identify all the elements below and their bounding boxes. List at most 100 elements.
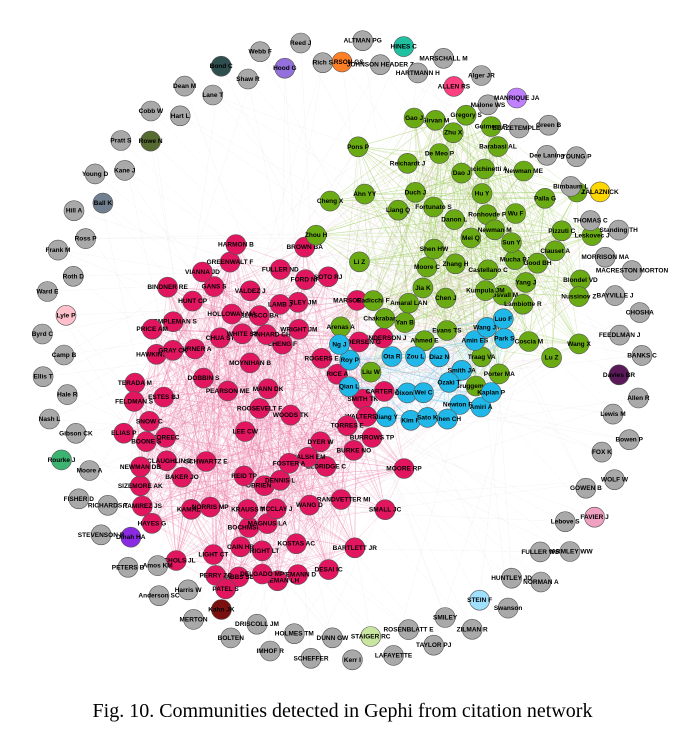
author-node[interactable]: [171, 466, 193, 488]
author-node[interactable]: [434, 607, 456, 628]
author-node[interactable]: [305, 224, 327, 246]
author-node[interactable]: [551, 220, 573, 242]
author-node[interactable]: [594, 246, 616, 268]
author-node[interactable]: [349, 251, 370, 273]
author-node[interactable]: [397, 153, 418, 174]
author-node[interactable]: [423, 196, 444, 218]
author-node[interactable]: [506, 87, 528, 109]
author-node[interactable]: [51, 449, 72, 471]
author-node[interactable]: [414, 330, 435, 352]
author-node[interactable]: [445, 253, 466, 275]
author-node[interactable]: [156, 450, 177, 472]
author-node[interactable]: [591, 441, 613, 463]
author-node[interactable]: [203, 544, 224, 565]
author-node[interactable]: [544, 240, 566, 262]
author-node[interactable]: [228, 566, 249, 588]
author-node[interactable]: [215, 578, 236, 600]
author-node[interactable]: [435, 287, 457, 309]
author-node[interactable]: [425, 110, 446, 131]
author-node[interactable]: [375, 406, 397, 428]
author-node[interactable]: [92, 192, 114, 214]
author-node[interactable]: [274, 57, 296, 79]
author-node[interactable]: [209, 327, 231, 349]
author-node[interactable]: [405, 346, 426, 367]
author-node[interactable]: [288, 318, 310, 340]
author-node[interactable]: [329, 334, 350, 355]
author-node[interactable]: [629, 302, 651, 323]
author-node[interactable]: [269, 469, 291, 491]
author-node[interactable]: [162, 339, 184, 361]
author-node[interactable]: [97, 494, 119, 516]
author-node[interactable]: [471, 183, 493, 204]
author-node[interactable]: [68, 488, 90, 510]
author-node[interactable]: [628, 387, 649, 409]
author-node[interactable]: [471, 65, 492, 86]
author-node[interactable]: [393, 36, 415, 57]
author-node[interactable]: [451, 162, 472, 184]
author-node[interactable]: [631, 345, 653, 366]
author-node[interactable]: [211, 599, 232, 620]
author-node[interactable]: [55, 304, 77, 326]
author-node[interactable]: [488, 363, 510, 385]
author-node[interactable]: [110, 130, 132, 151]
author-node[interactable]: [529, 541, 551, 563]
author-node[interactable]: [538, 114, 559, 136]
author-node[interactable]: [352, 30, 374, 52]
author-node[interactable]: [383, 645, 404, 666]
author-node[interactable]: [618, 429, 640, 451]
author-node[interactable]: [560, 176, 582, 197]
author-node[interactable]: [195, 451, 217, 472]
author-node[interactable]: [387, 199, 409, 221]
author-node[interactable]: [113, 422, 135, 444]
author-node[interactable]: [155, 427, 176, 448]
author-node[interactable]: [141, 512, 163, 534]
author-node[interactable]: [344, 537, 366, 559]
author-node[interactable]: [141, 318, 163, 340]
author-node[interactable]: [413, 382, 434, 404]
author-node[interactable]: [580, 210, 601, 231]
author-node[interactable]: [174, 75, 195, 97]
author-node[interactable]: [484, 219, 506, 241]
author-node[interactable]: [183, 609, 204, 630]
author-node[interactable]: [217, 380, 238, 402]
author-node[interactable]: [312, 52, 334, 74]
author-node[interactable]: [63, 200, 85, 221]
author-node[interactable]: [584, 506, 605, 528]
author-node[interactable]: [436, 320, 458, 341]
author-node[interactable]: [39, 408, 60, 430]
author-node[interactable]: [451, 359, 473, 381]
author-node[interactable]: [566, 146, 587, 167]
author-node[interactable]: [416, 256, 438, 278]
author-node[interactable]: [203, 276, 225, 297]
author-node[interactable]: [338, 376, 360, 398]
author-node[interactable]: [265, 498, 287, 520]
author-node[interactable]: [123, 391, 145, 412]
author-node[interactable]: [237, 499, 258, 520]
author-node[interactable]: [37, 281, 58, 302]
author-node[interactable]: [423, 238, 445, 260]
author-node[interactable]: [278, 452, 300, 474]
author-node[interactable]: [609, 324, 630, 346]
author-node[interactable]: [280, 404, 302, 426]
author-node[interactable]: [559, 541, 581, 562]
author-node[interactable]: [604, 469, 625, 491]
author-node[interactable]: [135, 431, 157, 452]
author-node[interactable]: [140, 100, 162, 122]
author-node[interactable]: [381, 346, 403, 367]
author-node[interactable]: [120, 526, 142, 548]
author-node[interactable]: [405, 182, 426, 203]
author-node[interactable]: [393, 458, 415, 479]
author-node[interactable]: [220, 627, 242, 649]
author-node[interactable]: [90, 524, 112, 546]
author-node[interactable]: [604, 285, 626, 306]
author-node[interactable]: [534, 188, 556, 209]
author-node[interactable]: [317, 266, 339, 288]
author-node[interactable]: [438, 371, 460, 393]
author-node[interactable]: [53, 344, 75, 366]
author-node[interactable]: [192, 261, 213, 283]
author-node[interactable]: [271, 333, 293, 355]
author-node[interactable]: [225, 234, 247, 255]
author-node[interactable]: [283, 623, 305, 645]
author-node[interactable]: [394, 312, 416, 333]
author-node[interactable]: [157, 276, 178, 298]
